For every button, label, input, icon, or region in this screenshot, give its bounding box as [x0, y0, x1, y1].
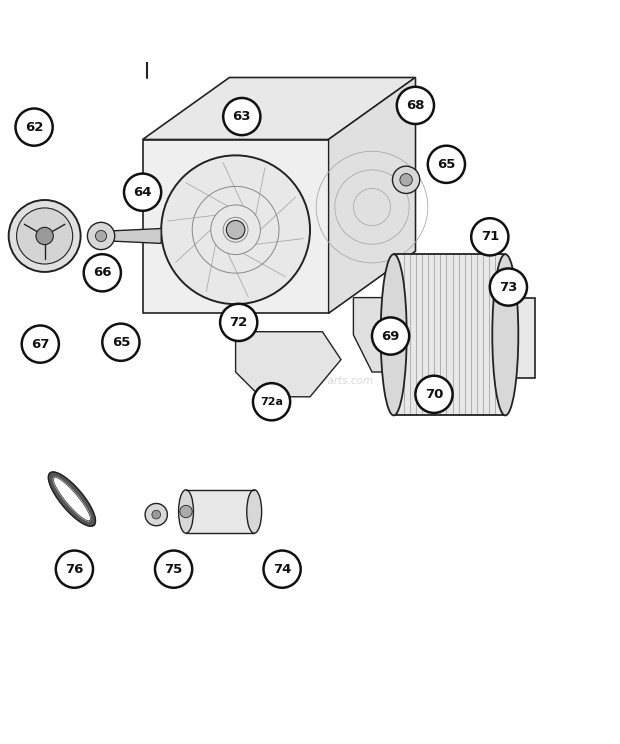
Polygon shape	[394, 254, 505, 415]
Polygon shape	[353, 298, 422, 372]
Text: 72a: 72a	[260, 397, 283, 407]
Polygon shape	[143, 77, 415, 139]
Polygon shape	[329, 77, 415, 313]
Circle shape	[36, 228, 53, 245]
Text: 73: 73	[499, 280, 518, 294]
Polygon shape	[391, 326, 490, 338]
Text: 68: 68	[406, 99, 425, 112]
Text: 74: 74	[273, 562, 291, 576]
Text: 62: 62	[25, 121, 43, 134]
Polygon shape	[236, 332, 341, 397]
Circle shape	[84, 254, 121, 292]
Ellipse shape	[247, 490, 262, 533]
Text: 65: 65	[112, 336, 130, 349]
Circle shape	[226, 220, 245, 239]
Circle shape	[87, 222, 115, 250]
Ellipse shape	[381, 254, 407, 415]
Circle shape	[223, 98, 260, 135]
Circle shape	[372, 318, 409, 355]
Text: 65: 65	[437, 158, 456, 171]
Text: 72: 72	[229, 316, 248, 329]
Text: 63: 63	[232, 110, 251, 123]
Polygon shape	[48, 472, 95, 526]
Text: eReplacementParts.com: eReplacementParts.com	[246, 376, 374, 386]
Circle shape	[124, 173, 161, 211]
Text: 69: 69	[381, 330, 400, 342]
Circle shape	[56, 551, 93, 588]
Circle shape	[22, 325, 59, 363]
Circle shape	[397, 87, 434, 124]
Polygon shape	[143, 139, 329, 313]
Circle shape	[180, 505, 192, 518]
Circle shape	[220, 304, 257, 341]
Circle shape	[400, 173, 412, 186]
Circle shape	[161, 155, 310, 304]
Polygon shape	[329, 77, 415, 313]
Text: 64: 64	[133, 186, 152, 199]
Circle shape	[102, 324, 140, 361]
Circle shape	[253, 383, 290, 420]
Circle shape	[392, 166, 420, 193]
Text: 76: 76	[65, 562, 84, 576]
Circle shape	[264, 551, 301, 588]
Circle shape	[428, 146, 465, 183]
Circle shape	[17, 208, 73, 264]
Circle shape	[9, 200, 81, 272]
Text: 71: 71	[480, 231, 499, 243]
Polygon shape	[98, 228, 161, 243]
Circle shape	[152, 510, 161, 519]
Circle shape	[155, 551, 192, 588]
Circle shape	[145, 504, 167, 526]
Text: 66: 66	[93, 266, 112, 279]
Circle shape	[16, 109, 53, 146]
Ellipse shape	[492, 254, 518, 415]
Circle shape	[95, 231, 107, 242]
Text: 75: 75	[164, 562, 183, 576]
Circle shape	[415, 376, 453, 413]
Text: 67: 67	[31, 338, 50, 350]
Text: 70: 70	[425, 388, 443, 401]
Circle shape	[471, 218, 508, 255]
Polygon shape	[186, 490, 254, 533]
Circle shape	[490, 269, 527, 306]
Ellipse shape	[179, 490, 193, 533]
Polygon shape	[53, 478, 91, 521]
Polygon shape	[507, 298, 535, 378]
